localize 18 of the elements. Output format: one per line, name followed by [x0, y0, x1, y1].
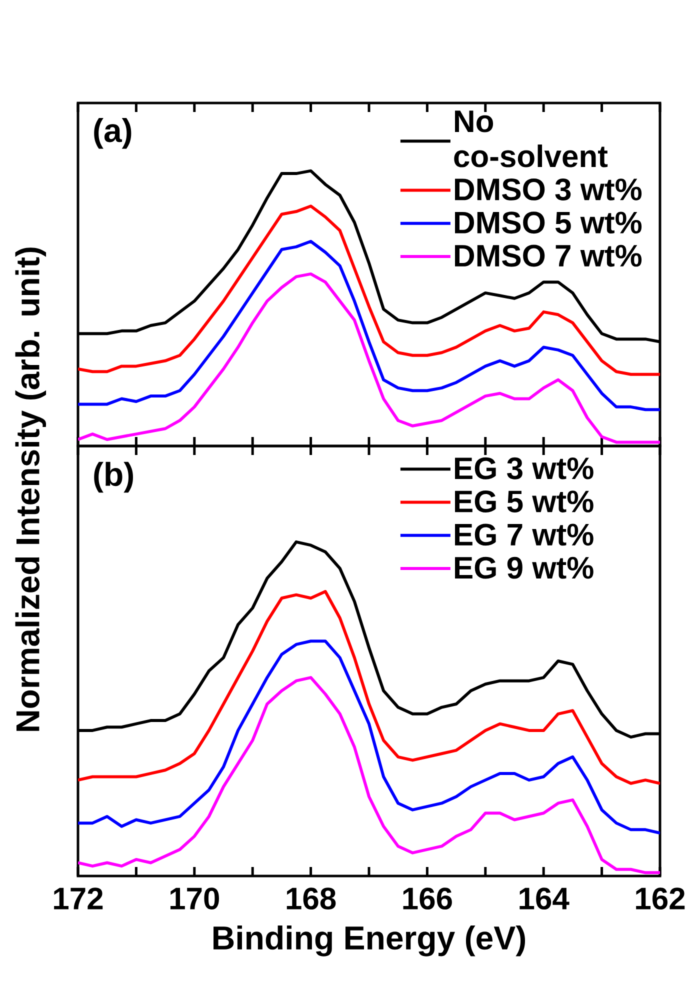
legend-label: EG 9 wt% [455, 556, 594, 579]
legend-label: DMSO 5 wt% [455, 212, 642, 234]
x-tick-label: 166 [403, 888, 452, 910]
x-axis-title: Binding Energy (eV) [214, 925, 526, 956]
text: (a) [94, 118, 132, 149]
legend-label: EG 3 wt% [455, 457, 594, 480]
x-tick-label: 164 [520, 888, 570, 910]
legend-label: No co-solvent [454, 110, 608, 168]
legend-label: DMSO 3 wt% [455, 178, 642, 200]
text: (b) [94, 462, 133, 493]
x-tick-label: 168 [286, 888, 336, 910]
y-axis-title: Normalized Intensity (arb. unit) [15, 248, 46, 731]
x-tick-label: 170 [170, 888, 219, 910]
x-tick-label: 172 [54, 888, 103, 910]
legend-label: EG 5 wt% [455, 490, 594, 512]
legend-label: DMSO 7 wt% [455, 244, 642, 267]
legend-label: EG 7 wt% [455, 524, 594, 546]
x-tick-label: 162 [636, 888, 685, 910]
